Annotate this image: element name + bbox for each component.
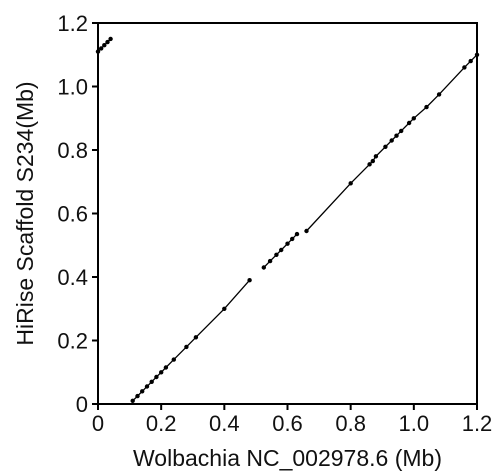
series-segment xyxy=(304,52,480,234)
data-point xyxy=(348,181,353,186)
data-point xyxy=(108,36,113,42)
data-point xyxy=(411,116,416,121)
y-tick-label: 0.6 xyxy=(57,202,88,227)
data-point xyxy=(193,335,199,340)
data-point xyxy=(274,252,279,257)
data-point xyxy=(149,379,154,384)
x-tick-label: 1.2 xyxy=(462,411,493,436)
x-tick-label: 0.8 xyxy=(335,411,366,436)
data-point xyxy=(159,370,164,375)
data-point xyxy=(154,374,159,380)
series-layer xyxy=(95,36,480,403)
data-point xyxy=(424,104,429,110)
data-point xyxy=(436,92,442,97)
x-tick-label: 1.0 xyxy=(399,411,430,436)
data-point xyxy=(373,154,379,159)
data-point xyxy=(294,231,300,237)
data-point xyxy=(406,120,412,126)
data-point xyxy=(171,357,176,362)
series-segment xyxy=(261,231,300,270)
data-point xyxy=(394,133,399,138)
data-point xyxy=(222,306,227,311)
series-segment xyxy=(130,278,252,403)
plot-frame xyxy=(97,22,478,405)
y-tick-label: 1.0 xyxy=(57,75,88,100)
data-point xyxy=(389,138,394,143)
data-point xyxy=(285,241,290,246)
data-point xyxy=(102,43,107,48)
data-point xyxy=(99,46,104,51)
data-point xyxy=(279,247,284,253)
data-point xyxy=(462,65,467,70)
series-segment xyxy=(95,36,113,54)
y-tick-label: 1.2 xyxy=(57,11,88,36)
y-axis-label: HiRise Scaffold S234(Mb) xyxy=(12,81,38,345)
data-point xyxy=(304,228,309,234)
x-tick-label: 0 xyxy=(92,411,104,436)
data-point xyxy=(267,258,273,264)
x-tick-label: 0.4 xyxy=(209,411,240,436)
x-axis-label: Wolbachia NC_002978.6 (Mb) xyxy=(133,445,442,471)
x-tick-label: 0.2 xyxy=(146,411,177,436)
tick-layer: 0 0.2 0.4 0.6 0.8 1.0 1.2 0 0.2 0.4 0.6 0.8 1.0 1.2 xyxy=(57,11,492,436)
data-point xyxy=(383,144,388,149)
data-point xyxy=(247,278,252,283)
data-point xyxy=(370,158,375,164)
y-tick-label: 0.8 xyxy=(57,138,88,163)
data-point xyxy=(261,265,266,270)
data-point xyxy=(144,384,150,389)
data-point xyxy=(184,344,189,350)
data-point xyxy=(367,162,372,167)
data-point xyxy=(399,128,404,134)
x-tick-label: 0.6 xyxy=(272,411,303,436)
data-point xyxy=(105,39,110,45)
y-tick-label: 0 xyxy=(76,392,88,417)
data-point xyxy=(130,398,135,403)
data-point xyxy=(290,236,295,242)
y-tick-label: 0.2 xyxy=(57,329,88,354)
data-point xyxy=(468,58,473,64)
data-point xyxy=(135,393,140,399)
series-line xyxy=(306,54,478,232)
data-point xyxy=(163,365,169,370)
data-point xyxy=(140,389,145,394)
y-tick-label: 0.4 xyxy=(57,265,88,290)
